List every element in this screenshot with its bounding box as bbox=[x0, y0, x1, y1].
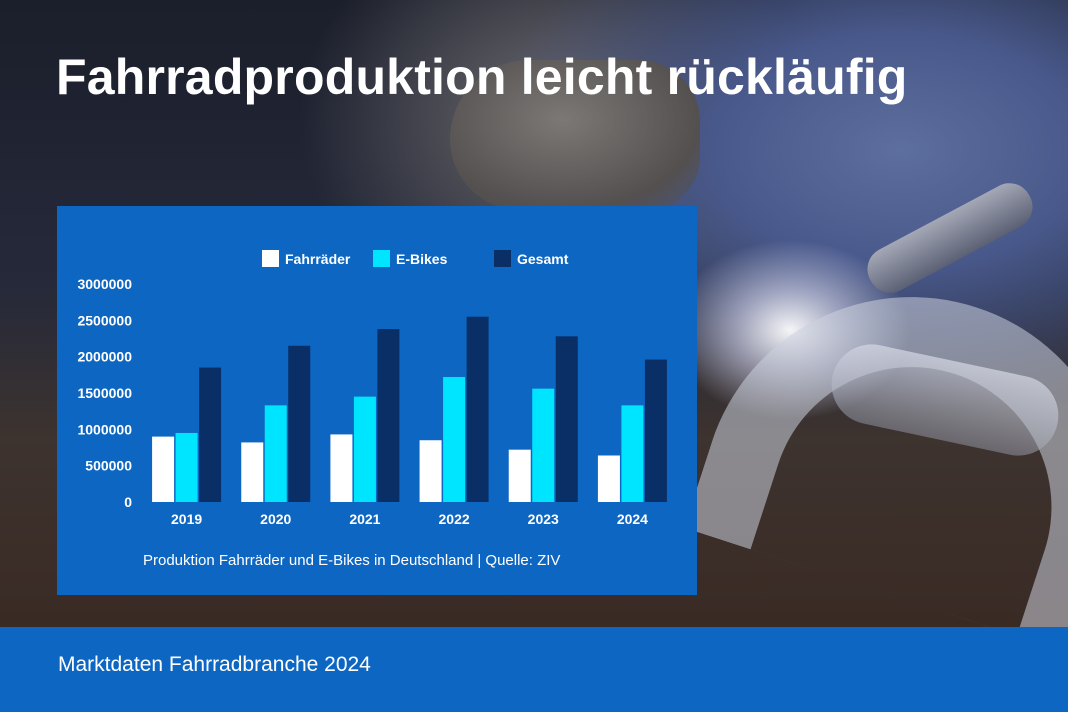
legend-swatch bbox=[262, 250, 279, 267]
bar-fahrr-der-2020 bbox=[241, 442, 264, 502]
x-tick-label: 2019 bbox=[171, 511, 202, 527]
y-tick-label: 1500000 bbox=[77, 385, 132, 401]
welding-torch bbox=[859, 175, 1041, 301]
y-tick-label: 3000000 bbox=[77, 276, 132, 292]
legend-swatch bbox=[373, 250, 390, 267]
bar-gesamt-2021 bbox=[377, 329, 400, 502]
x-tick-label: 2020 bbox=[260, 511, 291, 527]
bar-gesamt-2022 bbox=[466, 316, 489, 502]
x-tick-label: 2021 bbox=[349, 511, 380, 527]
bar-fahrr-der-2021 bbox=[330, 434, 353, 502]
x-tick-label: 2023 bbox=[528, 511, 559, 527]
welder-glove bbox=[450, 60, 700, 210]
x-tick-label: 2022 bbox=[439, 511, 470, 527]
y-tick-label: 500000 bbox=[85, 458, 132, 474]
bar-fahrr-der-2022 bbox=[419, 440, 442, 502]
legend-label: E-Bikes bbox=[396, 251, 448, 267]
bar-gesamt-2023 bbox=[555, 336, 578, 502]
y-tick-label: 0 bbox=[124, 494, 132, 510]
bar-e-bikes-2024 bbox=[621, 405, 644, 502]
bar-e-bikes-2021 bbox=[353, 396, 376, 502]
bar-e-bikes-2023 bbox=[532, 388, 555, 502]
y-tick-label: 2500000 bbox=[77, 312, 132, 328]
chart-caption: Produktion Fahrräder und E-Bikes in Deut… bbox=[143, 552, 560, 569]
bar-gesamt-2024 bbox=[644, 359, 667, 502]
bar-fahrr-der-2024 bbox=[597, 455, 620, 502]
legend-swatch bbox=[494, 250, 511, 267]
bar-gesamt-2020 bbox=[288, 345, 311, 502]
footer-bar: Marktdaten Fahrradbranche 2024 bbox=[0, 627, 1068, 712]
chart-panel: Fahrräder E-Bikes Gesamt 3000000 2500000 2000… bbox=[57, 206, 697, 595]
bar-e-bikes-2020 bbox=[264, 405, 287, 502]
bar-gesamt-2019 bbox=[199, 367, 222, 502]
bar-e-bikes-2022 bbox=[443, 377, 466, 502]
page-title: Fahrradproduktion leicht rückläufig bbox=[56, 49, 908, 105]
legend-label: Fahrräder bbox=[285, 251, 351, 267]
bar-chart: Fahrräder E-Bikes Gesamt 3000000 2500000 2000… bbox=[77, 250, 667, 569]
x-tick-label: 2024 bbox=[617, 511, 648, 527]
legend-label: Gesamt bbox=[517, 251, 569, 267]
y-tick-label: 1000000 bbox=[77, 421, 132, 437]
bar-fahrr-der-2019 bbox=[152, 436, 175, 502]
bar-fahrr-der-2023 bbox=[508, 449, 531, 502]
footer-text: Marktdaten Fahrradbranche 2024 bbox=[58, 653, 371, 676]
bar-e-bikes-2019 bbox=[175, 432, 198, 502]
y-tick-label: 2000000 bbox=[77, 349, 132, 365]
